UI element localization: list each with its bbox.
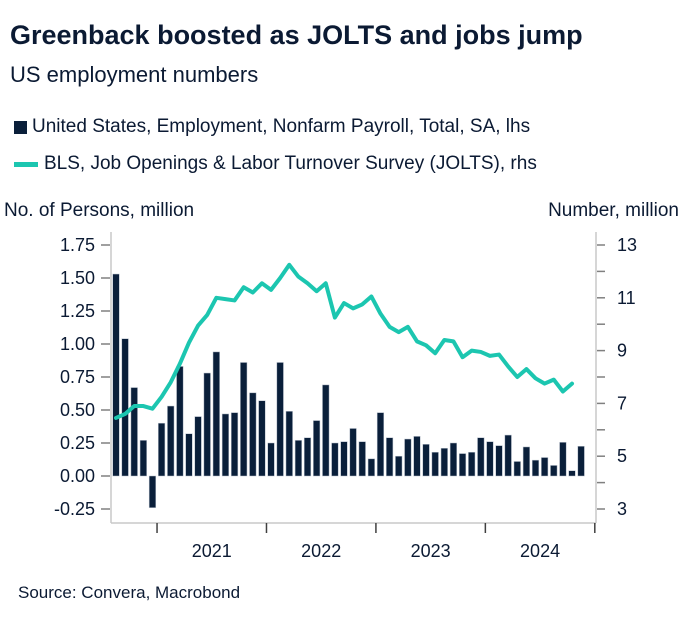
y-left-tick-label: 1.50 [60,268,95,288]
payroll-bar [258,400,266,477]
payroll-bar [167,405,175,477]
jolts-line [114,262,574,420]
payroll-bar [550,465,558,477]
payroll-bar [121,338,129,477]
payroll-bar [203,372,211,477]
payroll-bar [249,392,257,477]
payroll-bar [331,442,339,477]
legend-label: United States, Employment, Nonfarm Payro… [32,116,531,137]
payroll-bar [185,433,193,477]
legend-bar-swatch [14,120,27,134]
payroll-bar [340,441,348,477]
y-right-tick-label: 11 [617,288,636,308]
payroll-bar [541,457,549,477]
chart-subtitle: US employment numbers [10,62,259,87]
y-axis-right-label: Number, million [548,200,679,221]
y-right-tick-label: 7 [617,393,627,413]
payroll-bar [459,453,467,477]
payroll-bar [294,440,302,477]
x-tick-label: 2021 [192,541,232,561]
y-left-tick-label: -0.25 [54,499,95,519]
payroll-bar [112,273,120,477]
payroll-bar [422,444,430,477]
payroll-bar [568,470,576,477]
payroll-bar [367,458,375,477]
payroll-bar [212,351,220,477]
payroll-bar [267,442,275,477]
source-note: Source: Convera, Macrobond [18,583,241,602]
legend-line-swatch [14,161,38,167]
y-left-tick-label: 1.25 [60,301,95,321]
payroll-bar [404,438,412,477]
payroll-bar [176,366,184,477]
payroll-bar [504,434,512,477]
payroll-bar [276,362,284,477]
payroll-bar [303,437,312,477]
payroll-bar [531,459,540,477]
payroll-bar [440,448,448,477]
y-left-tick-label: 1.75 [60,235,95,255]
payroll-bar [376,412,385,477]
legend-item-payroll: United States, Employment, Nonfarm Payro… [14,116,530,138]
y-left-tick-label: 0.25 [60,433,95,453]
payroll-bar [413,436,421,477]
x-tick-label: 2023 [411,541,451,561]
payroll-bar [349,428,357,477]
payroll-bar [158,422,166,477]
y-left-tick-label: 0.75 [60,367,95,387]
payroll-bar [449,442,457,477]
y-left-tick-label: 0.00 [60,466,95,486]
payroll-bar [194,416,202,477]
payroll-bar [395,455,403,477]
payroll-bar [313,420,321,477]
x-tick-label: 2024 [520,541,560,561]
payroll-bar [221,413,229,477]
y-left-tick-label: 1.00 [60,334,95,354]
payroll-bar [577,446,585,477]
y-axis-left-label: No. of Persons, million [4,200,195,221]
payroll-bar [386,437,394,477]
payroll-bar [559,442,567,477]
payroll-bar [522,446,530,477]
payroll-bar [431,451,439,477]
y-left-tick-label: 0.50 [60,400,95,420]
payroll-bar [468,451,476,477]
y-right-tick-label: 13 [617,235,637,255]
payroll-bar [477,437,485,477]
payroll-bar [231,412,239,477]
y-right-tick-label: 5 [617,446,627,466]
chart-title: Greenback boosted as JOLTS and jobs jump [10,20,583,50]
y-right-tick-label: 9 [617,341,627,361]
payroll-bar [148,475,157,508]
payroll-bar [495,445,503,477]
payroll-bar [285,411,293,477]
payroll-bar [513,461,521,477]
x-tick-label: 2022 [301,541,341,561]
payroll-bar [130,387,138,477]
payroll-bar [358,441,366,477]
legend-label: BLS, Job Openings & Labor Turnover Surve… [44,153,537,174]
legend-item-jolts: BLS, Job Openings & Labor Turnover Surve… [14,153,537,175]
payroll-bar [486,441,494,477]
payroll-bar [240,362,248,477]
payroll-bar [139,440,147,477]
payroll-bar [322,384,330,477]
y-right-tick-label: 3 [617,499,627,519]
